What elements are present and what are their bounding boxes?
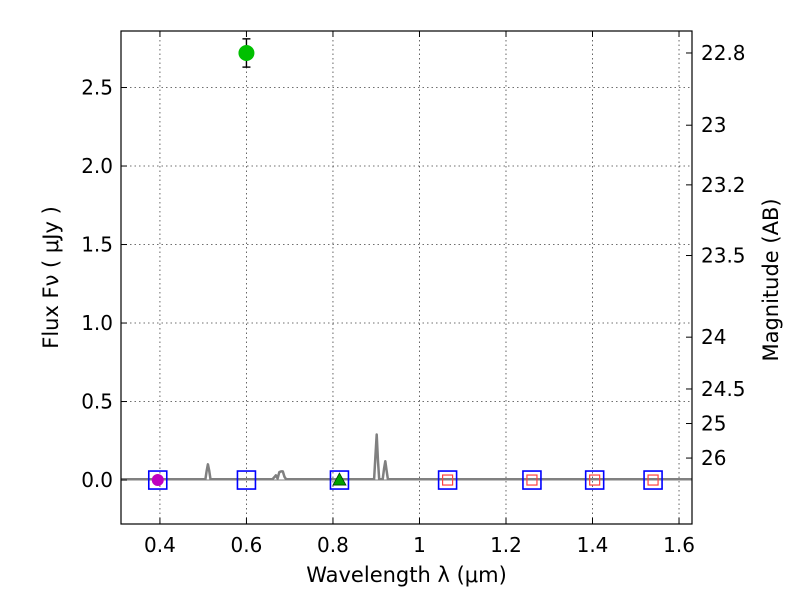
triangle-point	[332, 472, 347, 486]
magnitude-tick-label: 22.8	[701, 41, 746, 65]
plot-area	[121, 38, 692, 490]
x-tick-label: 0.6	[231, 533, 263, 557]
y-axis-title: Flux Fν ( μJy )	[39, 206, 63, 349]
y-tick-label: 1.5	[81, 233, 113, 257]
x-tick-label: 1.6	[663, 533, 695, 557]
detection-point	[238, 44, 255, 61]
magnitude-tick-label: 25	[701, 412, 726, 436]
magnitude-tick-label: 23.5	[701, 244, 746, 268]
model-photometry-square	[147, 470, 168, 490]
y-tick-label: 1.0	[81, 311, 113, 335]
upper-limit-marker	[589, 474, 601, 486]
magnitude-tick-label: 23	[701, 113, 726, 137]
y-tick-label: 2.5	[81, 76, 113, 100]
upper-limit-marker	[441, 474, 454, 486]
magnitude-tick-label: 23.2	[701, 173, 746, 197]
spectrum-line	[121, 433, 692, 481]
axes: 0.4 0.6 0.8 1 1.2 1.4 1.6 0.0 0.5 1.0 1.5 2.0 2.5 22.…	[81, 31, 746, 557]
y-tick-label: 0.0	[81, 468, 113, 492]
grid	[121, 31, 692, 524]
model-photometry-square	[329, 470, 350, 490]
x-tick-label: 1.2	[490, 533, 522, 557]
magnitude-tick-label: 26	[701, 446, 726, 470]
y-tick-label: 2.0	[81, 154, 113, 178]
x-tick-label: 0.8	[317, 533, 349, 557]
x-tick-label: 0.4	[144, 533, 176, 557]
model-photometry-square	[584, 470, 605, 490]
model-photometry-square	[437, 470, 458, 490]
magnitude-tick-label: 24	[701, 325, 726, 349]
y-axis-right-title: Magnitude (AB)	[759, 198, 783, 361]
upper-limit-marker	[647, 474, 659, 486]
upper-limit-marker	[526, 474, 538, 486]
model-photometry-square	[522, 470, 542, 490]
model-photometry-square	[236, 470, 257, 490]
y-tick-label: 0.5	[81, 390, 113, 414]
plot-frame	[120, 30, 693, 525]
flux-point	[151, 474, 164, 487]
magnitude-tick-label: 24.5	[701, 377, 746, 401]
x-tick-label: 1	[413, 533, 426, 557]
x-tick-label: 1.4	[577, 533, 609, 557]
x-axis-title: Wavelength λ (μm)	[306, 563, 507, 587]
model-photometry-square	[643, 470, 663, 490]
